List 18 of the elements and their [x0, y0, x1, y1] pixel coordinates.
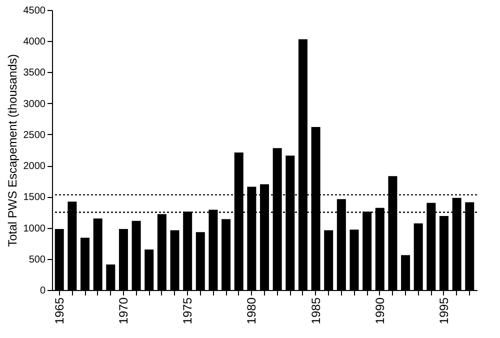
y-tick-label: 4000 — [23, 36, 46, 48]
x-tick-label: 1980 — [244, 297, 259, 324]
x-tick-label: 1965 — [52, 297, 66, 324]
y-tick-label: 1000 — [23, 223, 46, 234]
x-tick-label: 1985 — [308, 297, 323, 324]
y-tick-label: 0 — [40, 286, 46, 296]
x-tick-label: 1990 — [372, 297, 387, 324]
y-tick-label: 3500 — [23, 68, 46, 79]
x-tick-label: 1975 — [180, 297, 195, 324]
x-tick-label: 1995 — [436, 297, 451, 324]
y-tick-label: 2500 — [23, 130, 46, 141]
y-axis-title: Total PWS Escapement (thousands) — [5, 54, 20, 247]
x-tick-label: 1970 — [116, 297, 130, 324]
y-tick-label: 500 — [28, 254, 46, 266]
y-tick-label: 2000 — [23, 161, 46, 172]
y-tick-label: 4500 — [23, 6, 46, 16]
y-tick-label: 1500 — [23, 192, 46, 204]
y-tick-label: 3000 — [23, 98, 46, 110]
